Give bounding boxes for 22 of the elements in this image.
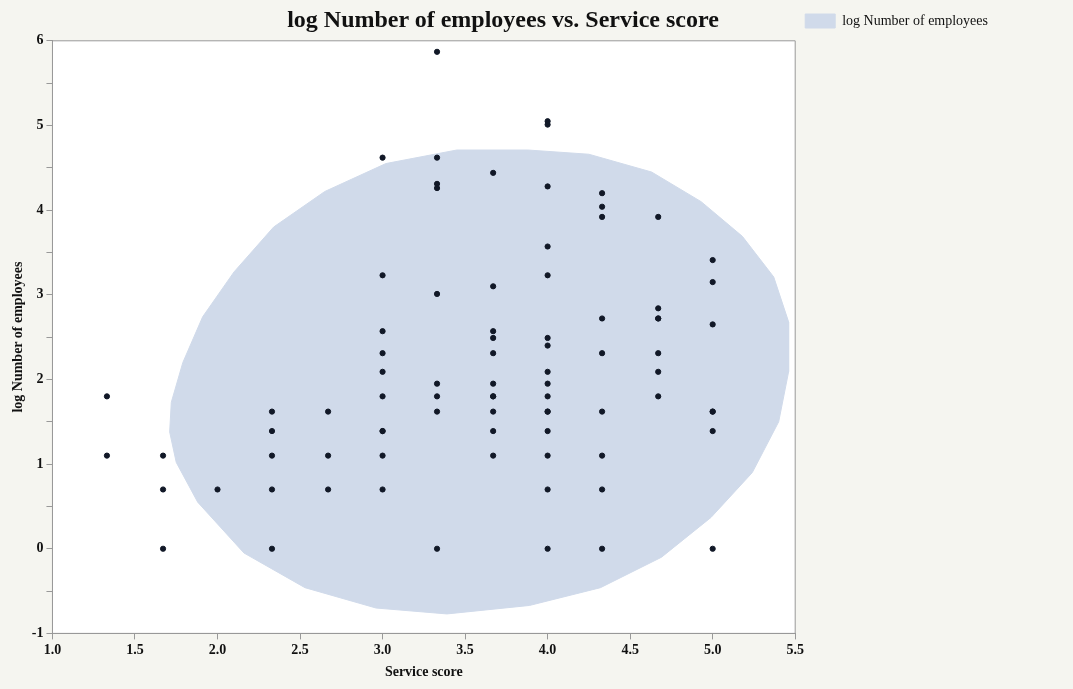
y-tick-label: 6 [36, 32, 44, 48]
y-tick-label: 2 [36, 371, 44, 387]
x-tick-label: 1.5 [126, 642, 144, 658]
x-tick-label: 2.0 [208, 642, 227, 658]
x-tick-label: 4.5 [621, 642, 639, 658]
x-tick-label: 5.0 [703, 642, 722, 658]
y-tick-label: 1 [36, 455, 44, 471]
x-tick-label: 1.0 [43, 642, 62, 658]
y-tick-label: 3 [36, 286, 44, 302]
chart-title: log Number of employees vs. Service score [287, 5, 720, 32]
y-axis-title: log Number of employees [10, 261, 26, 413]
x-axis-title: Service score [384, 664, 463, 680]
y-tick-label: -1 [31, 625, 44, 641]
y-tick-label: 5 [36, 117, 44, 133]
legend-label: log Number of employees [842, 12, 988, 28]
y-tick-label: 0 [36, 540, 44, 556]
x-tick-label: 3.5 [456, 642, 474, 658]
x-tick-label: 2.5 [291, 642, 309, 658]
x-tick-label: 3.0 [373, 642, 392, 658]
x-tick-label: 5.5 [786, 642, 804, 658]
y-tick-label: 4 [36, 201, 44, 217]
x-tick-label: 4.0 [538, 642, 557, 658]
